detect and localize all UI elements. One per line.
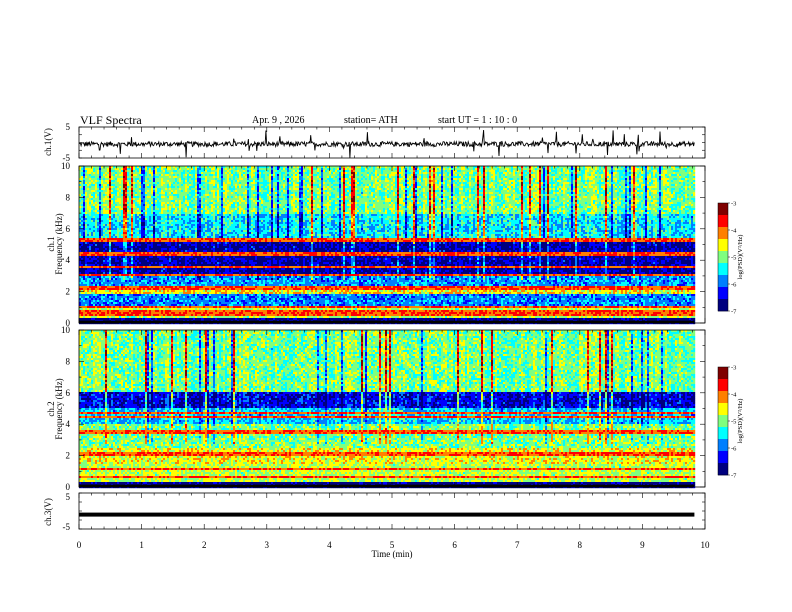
freq-tick-label: 0: [66, 318, 71, 328]
station-label: station= ATH: [344, 115, 398, 126]
xtick-label: 10: [701, 540, 711, 550]
ch2-spectrogram-image: [79, 330, 696, 489]
ch2-spec-ylabel-frequency: Frequency (kHz): [54, 378, 64, 439]
colorbar-tick-label: -6: [731, 282, 737, 289]
freq-tick-label: 8: [66, 192, 71, 202]
colorbar-tick-label: -6: [731, 446, 737, 453]
ch3-waveform-frame: [78, 492, 706, 530]
colorbar-label: log(PSD)(V²/Hz): [737, 235, 744, 280]
ch1-ytick-top: 5: [66, 122, 71, 132]
colorbar-tick-label: -5: [731, 419, 736, 426]
freq-tick-label: 10: [61, 325, 71, 335]
ch3-ytick-bottom: -5: [63, 522, 71, 532]
ch1-colorbar: -3 -4 -5 -6 -7 log(PSD)(V²/Hz): [717, 201, 744, 316]
ch1-spec-ylabel-channel: ch.1: [46, 236, 56, 251]
ch1-spectrogram-image: [79, 166, 696, 325]
ch1-spec-ylabel-frequency: Frequency (kHz): [54, 213, 64, 274]
freq-tick-label: 8: [66, 356, 71, 366]
ch1-waveform-line: [78, 129, 695, 158]
freq-tick-label: 6: [66, 224, 71, 234]
freq-tick-label: 10: [61, 161, 71, 171]
freq-tick-label: 0: [66, 482, 71, 492]
freq-tick-label: 2: [66, 451, 71, 461]
xtick-label: 3: [265, 540, 270, 550]
ch2-spec-ylabel-channel: ch.2: [46, 401, 56, 416]
ch2-spectrogram-panel: 10 8 6 4 2 0 ch.2 Frequency (kHz) -3 -4 -5 -6 -7 l…: [46, 325, 744, 492]
freq-tick-label: 4: [66, 419, 71, 429]
colorbar-tick-label: -7: [731, 473, 737, 480]
xtick-label: 2: [202, 540, 207, 550]
date-label: Apr. 9 , 2026: [252, 115, 305, 126]
ch3-ytick-top: 5: [66, 492, 71, 502]
xtick-label: 5: [390, 540, 395, 550]
freq-tick-label: 6: [66, 388, 71, 398]
colorbar-tick-label: -7: [731, 309, 737, 316]
start-time-label: start UT = 1 : 10 : 0: [438, 115, 517, 126]
ch2-colorbar: -3 -4 -5 -6 -7 log(PSD)(V²/Hz): [717, 365, 744, 480]
xtick-label: 8: [578, 540, 583, 550]
ch3-waveform-line: [79, 512, 695, 517]
figure-title: VLF Spectra: [80, 113, 142, 127]
colorbar-label: log(PSD)(V²/Hz): [737, 399, 744, 444]
freq-tick-label: 2: [66, 287, 71, 297]
xtick-label: 4: [327, 540, 332, 550]
colorbar-tick-label: -5: [731, 255, 736, 262]
ch1-waveform-panel: 5 -5 ch.1(V): [43, 122, 706, 163]
ch1-ylabel: ch.1(V): [43, 128, 53, 156]
ch1-spectrogram-panel: 10 8 6 4 2 0 ch.1 Frequency (kHz) -3 -4 -5 -6 -7 l…: [46, 161, 744, 328]
ch3-ylabel: ch.3(V): [43, 498, 53, 526]
colorbar-tick-label: -4: [731, 228, 737, 235]
colorbar-tick-label: -3: [731, 201, 736, 208]
colorbar-tick-label: -4: [731, 392, 737, 399]
colorbar-tick-label: -3: [731, 365, 736, 372]
ch3-waveform-panel: 5 -5 ch.3(V): [43, 492, 706, 532]
xtick-label: 0: [77, 540, 82, 550]
xtick-label: 1: [139, 540, 144, 550]
xaxis-label: Time (min): [372, 549, 413, 559]
time-axis: 0 1 2 3 4 5 6 7 8 9 10: [77, 540, 710, 550]
xtick-label: 6: [452, 540, 457, 550]
freq-tick-label: 4: [66, 255, 71, 265]
ch1-ytick-bottom: -5: [63, 153, 71, 163]
xtick-label: 7: [515, 540, 520, 550]
xtick-label: 9: [640, 540, 645, 550]
